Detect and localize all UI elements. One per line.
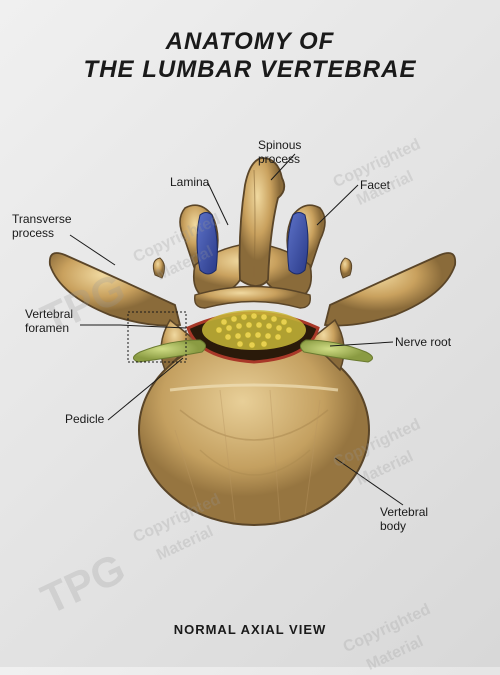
label-lamina: Lamina bbox=[170, 175, 209, 189]
label-pedicle: Pedicle bbox=[65, 412, 104, 426]
label-nerve-root: Nerve root bbox=[395, 335, 451, 349]
label-vertebral-body: Vertebralbody bbox=[380, 505, 428, 534]
facet-left bbox=[197, 213, 217, 275]
label-facet: Facet bbox=[360, 178, 390, 192]
label-vertebral-foramen: Vertebralforamen bbox=[25, 307, 73, 336]
facet-right bbox=[288, 213, 308, 275]
view-caption: NORMAL AXIAL VIEW bbox=[0, 622, 500, 637]
title-line-1: ANATOMY OF bbox=[0, 28, 500, 56]
vertebra-diagram: Spinousprocess Lamina Facet Transversepr… bbox=[0, 130, 500, 600]
page-title: ANATOMY OF THE LUMBAR VERTEBRAE bbox=[0, 0, 500, 83]
label-transverse-process: Transverseprocess bbox=[12, 212, 72, 241]
label-spinous-process: Spinousprocess bbox=[258, 138, 301, 167]
title-line-2: THE LUMBAR VERTEBRAE bbox=[0, 56, 500, 84]
